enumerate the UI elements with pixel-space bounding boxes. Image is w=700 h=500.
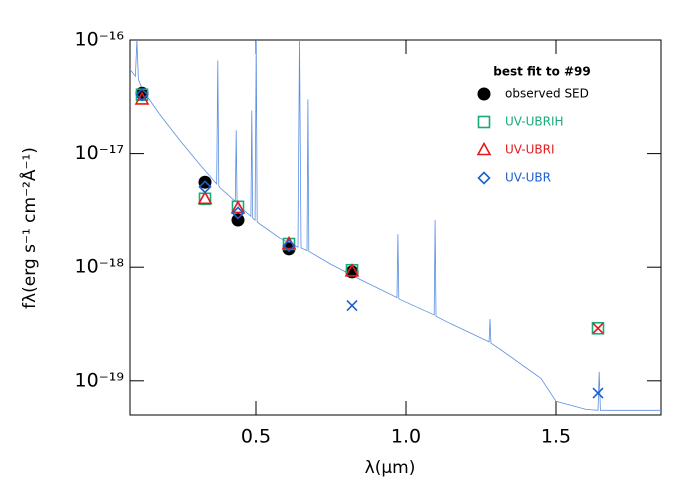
marker-cross <box>592 322 604 334</box>
marker-circle <box>231 213 245 227</box>
y-tick-label: 10⁻¹⁹ <box>75 369 124 391</box>
x-tick-label: 0.5 <box>241 426 271 448</box>
legend-title: best fit to #99 <box>493 65 591 79</box>
marker-triangle <box>134 91 150 105</box>
legend-label: UV-UBRI <box>505 143 555 157</box>
plot-area <box>130 40 661 411</box>
marker-triangle <box>476 141 492 156</box>
marker-circle <box>477 87 491 101</box>
marker-triangle <box>197 190 213 205</box>
legend-label: UV-UBR <box>505 171 551 185</box>
marker-square <box>477 115 491 129</box>
marker-cross <box>346 299 358 312</box>
marker-cross <box>592 387 604 399</box>
y-axis-label: fλ(erg s⁻¹ cm⁻²Å⁻¹) <box>18 147 40 309</box>
x-tick-label: 1.0 <box>391 426 421 448</box>
x-axis-label: λ(μm) <box>365 458 416 478</box>
marker-triangle <box>344 263 360 277</box>
marker-diamond <box>135 88 149 102</box>
plot-frame <box>129 39 662 416</box>
marker-diamond <box>282 238 296 253</box>
legend-label: UV-UBRIH <box>505 115 564 129</box>
marker-diamond <box>477 171 491 185</box>
marker-diamond <box>198 180 212 194</box>
spectrum-line <box>130 40 661 411</box>
y-tick-label: 10⁻¹⁷ <box>75 142 124 164</box>
legend-label: observed SED <box>505 87 589 101</box>
y-tick-label: 10⁻¹⁸ <box>75 256 124 278</box>
y-tick-label: 10⁻¹⁶ <box>75 29 124 51</box>
marker-triangle <box>230 200 246 214</box>
marker-diamond <box>231 206 245 220</box>
x-tick-label: 1.5 <box>541 426 571 448</box>
marker-square <box>591 321 605 335</box>
